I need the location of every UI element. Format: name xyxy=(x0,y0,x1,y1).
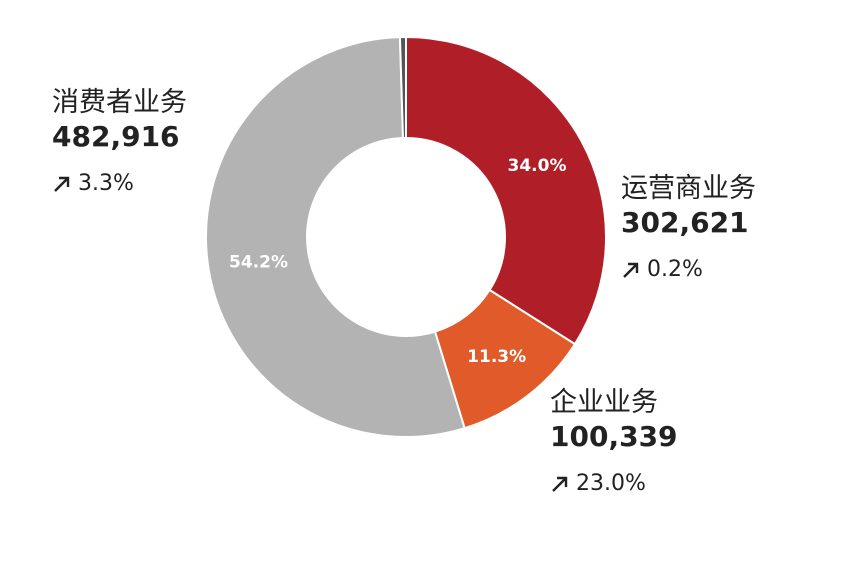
category-label-consumer: 消费者业务 xyxy=(52,87,187,118)
label-carrier: 运营商业务 302,621 0.2% xyxy=(621,172,756,284)
change-value-consumer: 3.3% xyxy=(78,171,134,196)
label-consumer: 消费者业务 482,916 3.3% xyxy=(52,86,187,198)
slice-consumer xyxy=(205,36,466,438)
change-value-enterprise: 23.0% xyxy=(576,471,646,496)
label-enterprise: 企业业务 100,339 23.0% xyxy=(550,386,678,498)
arrow-up-right-icon xyxy=(623,262,639,278)
slice-other xyxy=(398,35,407,140)
arrow-up-right-icon xyxy=(54,176,70,192)
value-label-enterprise: 100,339 xyxy=(550,420,678,453)
category-label-carrier: 运营商业务 xyxy=(621,173,756,204)
change-carrier: 0.2% xyxy=(621,256,756,284)
percent-label-carrier: 34.0% xyxy=(508,156,567,176)
arrow-up-right-icon xyxy=(552,476,568,492)
percent-label-enterprise: 11.3% xyxy=(467,347,526,367)
change-consumer: 3.3% xyxy=(52,170,187,198)
category-label-enterprise: 企业业务 xyxy=(550,387,658,418)
change-value-carrier: 0.2% xyxy=(647,257,703,282)
percent-label-consumer: 54.2% xyxy=(229,252,288,272)
slice-carrier xyxy=(405,35,607,346)
value-label-consumer: 482,916 xyxy=(52,120,180,153)
change-enterprise: 23.0% xyxy=(550,470,678,498)
value-label-carrier: 302,621 xyxy=(621,206,749,239)
